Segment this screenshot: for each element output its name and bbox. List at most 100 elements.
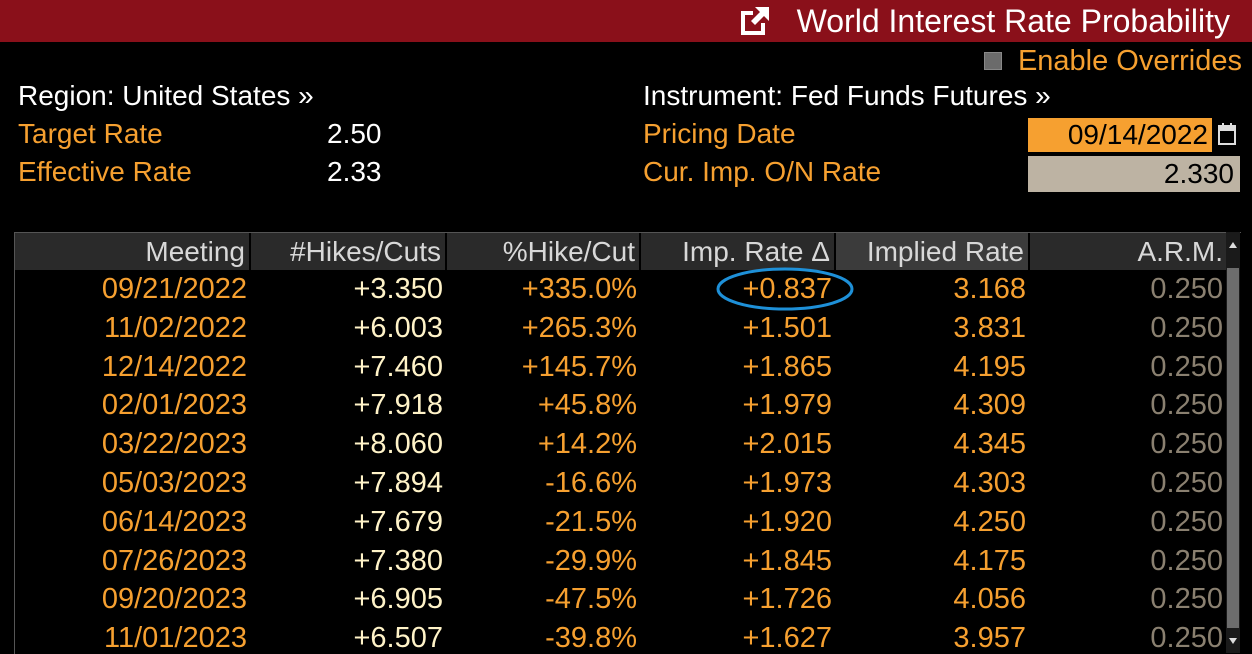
cell-pct-hike-cut: -39.8% bbox=[545, 622, 637, 654]
cell-imp-rate-delta: +1.845 bbox=[742, 544, 832, 577]
cell-pct-hike-cut: +14.2% bbox=[537, 428, 637, 461]
cell-pct-hike-cut: -21.5% bbox=[545, 505, 637, 538]
cell-arm: 0.250 bbox=[1150, 505, 1223, 538]
pricing-date-label: Pricing Date bbox=[643, 118, 796, 149]
effective-rate-label: Effective Rate bbox=[18, 156, 192, 187]
cell-hikes-cuts: +7.894 bbox=[353, 467, 443, 499]
scroll-thumb[interactable] bbox=[1227, 268, 1239, 628]
cell-imp-rate-delta: +1.973 bbox=[742, 467, 832, 499]
rate-table: Meeting #Hikes/Cuts %Hike/Cut Imp. Rate … bbox=[14, 232, 1241, 654]
table-row[interactable]: 09/21/2022 +3.350 +335.0% +0.837 3.168 0.250 bbox=[15, 270, 1227, 309]
on-rate-input[interactable]: 2.330 bbox=[1028, 156, 1240, 192]
table-row[interactable]: 05/03/2023 +7.894 -16.6% +1.973 4.303 0.250 bbox=[15, 464, 1227, 503]
cell-hikes-cuts: +7.380 bbox=[353, 544, 443, 577]
cell-implied-rate: 4.309 bbox=[953, 389, 1026, 422]
table-row[interactable]: 11/01/2023 +6.507 -39.8% +1.627 3.957 0.250 bbox=[15, 619, 1227, 654]
region-selector[interactable]: Region: United States » bbox=[18, 80, 314, 111]
window-title: World Interest Rate Probability bbox=[796, 2, 1230, 39]
cell-arm: 0.250 bbox=[1150, 389, 1223, 422]
title-bar: World Interest Rate Probability bbox=[0, 0, 1252, 42]
cell-arm: 0.250 bbox=[1150, 622, 1223, 654]
cell-hikes-cuts: +7.679 bbox=[353, 505, 443, 538]
cell-hikes-cuts: +3.350 bbox=[353, 273, 443, 305]
cell-imp-rate-delta: +1.920 bbox=[742, 505, 832, 538]
target-rate-value: 2.50 bbox=[327, 118, 382, 149]
cell-meeting: 02/01/2023 bbox=[101, 389, 247, 422]
cell-pct-hike-cut: -16.6% bbox=[545, 467, 637, 499]
pricing-date-input[interactable]: 09/14/2022 bbox=[1028, 118, 1212, 152]
cell-implied-rate: 4.303 bbox=[953, 467, 1026, 499]
cell-pct-hike-cut: +335.0% bbox=[521, 273, 637, 305]
scroll-down-arrow-icon[interactable] bbox=[1228, 636, 1238, 646]
cell-meeting: 09/20/2023 bbox=[101, 583, 247, 616]
table-row[interactable]: 07/26/2023 +7.380 -29.9% +1.845 4.175 0.250 bbox=[15, 542, 1227, 581]
cell-hikes-cuts: +6.905 bbox=[353, 583, 443, 616]
cell-arm: 0.250 bbox=[1150, 350, 1223, 383]
cell-hikes-cuts: +6.003 bbox=[353, 311, 443, 344]
cell-implied-rate: 3.957 bbox=[953, 622, 1026, 654]
table-row[interactable]: 09/20/2023 +6.905 -47.5% +1.726 4.056 0.250 bbox=[15, 580, 1227, 619]
col-header-arm[interactable]: A.R.M. bbox=[1137, 235, 1223, 267]
cell-imp-rate-delta: +1.726 bbox=[742, 583, 832, 616]
cell-arm: 0.250 bbox=[1150, 428, 1223, 461]
cell-implied-rate: 4.056 bbox=[953, 583, 1026, 616]
table-header: Meeting #Hikes/Cuts %Hike/Cut Imp. Rate … bbox=[15, 233, 1227, 270]
cell-hikes-cuts: +8.060 bbox=[353, 428, 443, 461]
overrides-checkbox[interactable] bbox=[983, 52, 1002, 70]
cell-imp-rate-delta: +1.627 bbox=[742, 622, 832, 654]
cell-meeting: 06/14/2023 bbox=[101, 505, 247, 538]
cell-implied-rate: 3.168 bbox=[953, 273, 1026, 305]
on-rate-label: Cur. Imp. O/N Rate bbox=[643, 156, 882, 187]
cell-meeting: 11/02/2022 bbox=[104, 311, 247, 344]
cell-hikes-cuts: +6.507 bbox=[353, 622, 443, 654]
col-header-meeting[interactable]: Meeting bbox=[15, 233, 251, 270]
cell-meeting: 12/14/2022 bbox=[101, 350, 247, 383]
cell-pct-hike-cut: -29.9% bbox=[545, 544, 637, 577]
cell-arm: 0.250 bbox=[1150, 273, 1223, 305]
cell-pct-hike-cut: -47.5% bbox=[545, 583, 637, 616]
table-row[interactable]: 03/22/2023 +8.060 +14.2% +2.015 4.345 0.250 bbox=[15, 425, 1227, 464]
col-header-implied-rate[interactable]: Implied Rate bbox=[836, 233, 1030, 270]
cell-imp-rate-delta: +0.837 bbox=[742, 273, 832, 305]
table-row[interactable]: 02/01/2023 +7.918 +45.8% +1.979 4.309 0.250 bbox=[15, 386, 1227, 425]
table-scrollbar[interactable] bbox=[1226, 232, 1240, 653]
cell-imp-rate-delta: +1.865 bbox=[742, 350, 832, 383]
highlight-ellipse bbox=[716, 267, 854, 311]
cell-imp-rate-delta: +2.015 bbox=[742, 428, 832, 461]
instrument-selector[interactable]: Instrument: Fed Funds Futures » bbox=[643, 80, 1051, 111]
cell-arm: 0.250 bbox=[1150, 311, 1223, 344]
overrides-label: Enable Overrides bbox=[1017, 44, 1242, 77]
col-header-pct-hike-cut[interactable]: %Hike/Cut bbox=[447, 233, 641, 270]
cell-meeting: 09/21/2022 bbox=[101, 273, 247, 305]
cell-imp-rate-delta: +1.979 bbox=[742, 389, 832, 422]
cell-implied-rate: 4.175 bbox=[953, 544, 1026, 577]
cell-imp-rate-delta: +1.501 bbox=[742, 311, 832, 344]
cell-hikes-cuts: +7.918 bbox=[353, 389, 443, 422]
table-row[interactable]: 06/14/2023 +7.679 -21.5% +1.920 4.250 0.250 bbox=[15, 503, 1227, 542]
cell-arm: 0.250 bbox=[1150, 583, 1223, 616]
enable-overrides-toggle[interactable]: Enable Overrides bbox=[983, 44, 1242, 78]
cell-implied-rate: 4.345 bbox=[953, 428, 1026, 461]
cell-arm: 0.250 bbox=[1150, 467, 1223, 499]
cell-pct-hike-cut: +45.8% bbox=[537, 389, 637, 422]
cell-meeting: 07/26/2023 bbox=[101, 544, 247, 577]
table-row[interactable]: 12/14/2022 +7.460 +145.7% +1.865 4.195 0.250 bbox=[15, 348, 1227, 387]
cell-hikes-cuts: +7.460 bbox=[353, 350, 443, 383]
external-link-icon[interactable] bbox=[737, 5, 771, 37]
table-row[interactable]: 11/02/2022 +6.003 +265.3% +1.501 3.831 0.250 bbox=[15, 309, 1227, 348]
cell-implied-rate: 4.250 bbox=[953, 505, 1026, 538]
scroll-up-arrow-icon[interactable] bbox=[1228, 240, 1238, 250]
col-header-imp-rate-delta[interactable]: Imp. Rate Δ bbox=[641, 233, 836, 270]
cell-pct-hike-cut: +145.7% bbox=[521, 350, 637, 383]
col-header-hikes-cuts[interactable]: #Hikes/Cuts bbox=[251, 233, 447, 270]
effective-rate-value: 2.33 bbox=[327, 156, 382, 187]
cell-meeting: 11/01/2023 bbox=[104, 622, 247, 654]
cell-pct-hike-cut: +265.3% bbox=[521, 311, 637, 344]
cell-arm: 0.250 bbox=[1150, 544, 1223, 577]
cell-meeting: 03/22/2023 bbox=[101, 428, 247, 461]
cell-implied-rate: 3.831 bbox=[953, 311, 1026, 344]
target-rate-label: Target Rate bbox=[18, 118, 163, 149]
cell-implied-rate: 4.195 bbox=[953, 350, 1026, 383]
calendar-icon[interactable] bbox=[1217, 121, 1237, 147]
cell-meeting: 05/03/2023 bbox=[101, 467, 247, 499]
